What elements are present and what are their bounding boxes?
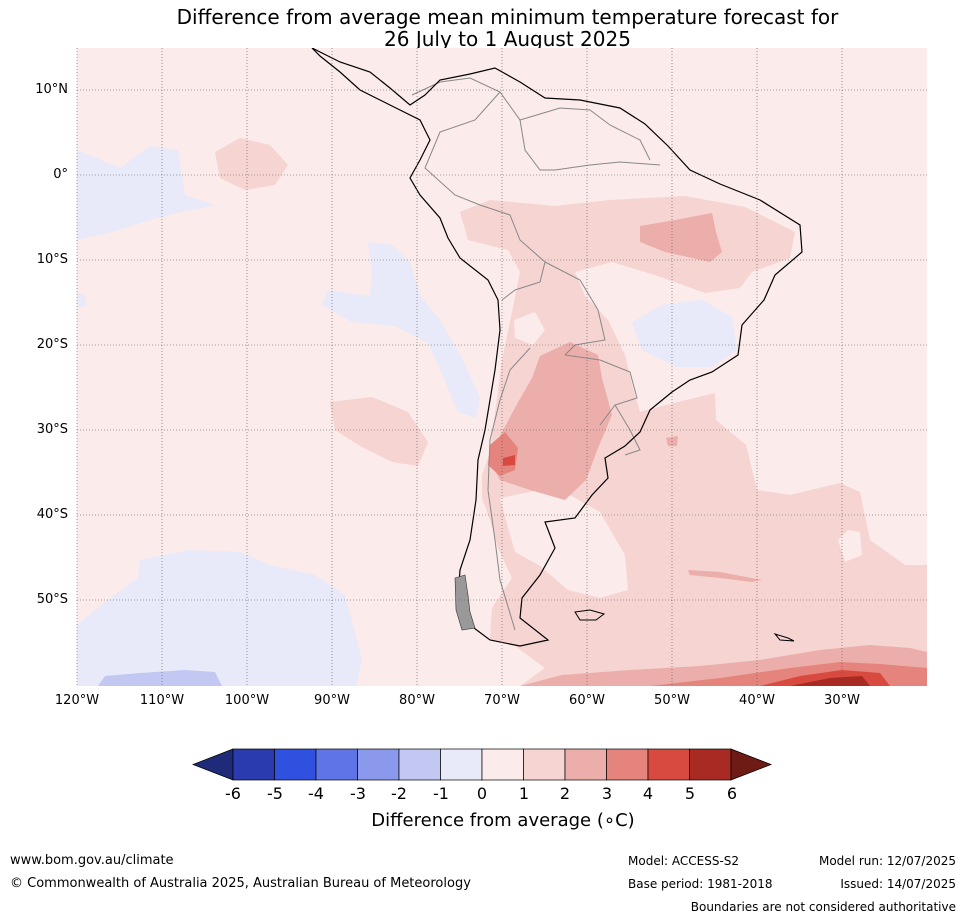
map-gridlines	[76, 48, 927, 686]
anomaly-region-very-hot-south-atlantic	[760, 670, 890, 686]
anomaly-region-hot-south-atlantic	[650, 662, 927, 686]
anomaly-region-warm-equatorial-pacific	[215, 138, 288, 190]
south-america-coastline	[311, 48, 803, 647]
colorbar-swatch	[689, 748, 732, 781]
lon-label-120w: 120°W	[54, 693, 100, 708]
colorbar-tick: 0	[476, 784, 488, 803]
lat-label-10s: 10°S	[36, 252, 68, 267]
country-borders	[411, 77, 661, 631]
map-title-line1: Difference from average mean minimum tem…	[176, 5, 839, 29]
colorbar-swatch	[606, 748, 649, 781]
colorbar-tick: -6	[225, 784, 241, 803]
footer-model: Model: ACCESS-S2	[628, 854, 740, 868]
anomaly-region-peak-argentina	[503, 455, 515, 466]
anomaly-region-cool-equatorial	[77, 146, 215, 240]
anomaly-region-warm-brazil	[640, 213, 722, 262]
anomaly-region-near-normal-atlantic	[838, 530, 862, 562]
lon-label-40w: 40°W	[739, 693, 775, 708]
anomaly-region-near-normal-bolivia	[514, 312, 545, 345]
anomaly-region-cool-south-pacific	[77, 550, 362, 686]
colorbar-tick: 3	[601, 784, 613, 803]
colorbar	[192, 748, 772, 781]
map-title-line2: 26 July to 1 August 2025	[384, 27, 631, 51]
lon-label-70w: 70°W	[484, 693, 520, 708]
colorbar-swatch	[274, 748, 317, 781]
colorbar-tick: -5	[267, 784, 283, 803]
colorbar-label: Difference from average (∘C)	[371, 810, 635, 831]
anomaly-region-cool-east-pacific	[322, 242, 480, 418]
colorbar-tick: -4	[308, 784, 324, 803]
footer-copyright: © Commonwealth of Australia 2025, Austra…	[10, 876, 471, 891]
lat-label-40s: 40°S	[36, 507, 68, 522]
colorbar-arrow-low	[192, 748, 234, 781]
anomaly-region-cool-south-pacific-core	[98, 670, 222, 686]
anomaly-region-warm-south-atlantic	[520, 645, 927, 686]
colorbar-tick: 5	[684, 784, 696, 803]
colorbar-tick: 1	[518, 784, 530, 803]
colorbar-tick: 6	[726, 784, 738, 803]
anomaly-region-cool-west-edge	[77, 292, 87, 308]
anomaly-region-warm-patagonia	[688, 570, 762, 582]
south-georgia	[773, 633, 795, 642]
colorbar-tick: -3	[350, 784, 366, 803]
colorbar-swatch	[232, 748, 275, 781]
lat-label-30s: 30°S	[36, 422, 68, 437]
anomaly-region-cool-brazil	[632, 300, 737, 367]
footer-disclaimer: Boundaries are not considered authoritat…	[690, 900, 956, 914]
lon-label-100w: 100°W	[224, 693, 270, 708]
lon-label-90w: 90°W	[314, 693, 350, 708]
anomaly-region-near-normal-chile	[500, 490, 628, 598]
lat-label-20s: 20°S	[36, 337, 68, 352]
footer-base-period: Base period: 1981-2018	[628, 877, 773, 891]
colorbar-tick: -2	[391, 784, 407, 803]
footer-model-run: Model run: 12/07/2025	[818, 854, 956, 868]
anomaly-region-extreme-south-atlantic	[790, 676, 870, 686]
falkland-islands	[574, 609, 606, 621]
colorbar-swatch	[481, 748, 524, 781]
lon-label-110w: 110°W	[139, 693, 185, 708]
anomaly-region-warm-continent	[460, 196, 927, 686]
lon-label-60w: 60°W	[569, 693, 605, 708]
colorbar-swatch	[440, 748, 483, 781]
lat-label-50s: 50°S	[36, 592, 68, 607]
lon-label-80w: 80°W	[399, 693, 435, 708]
colorbar-swatch	[357, 748, 400, 781]
footer-issued: Issued: 14/07/2025	[840, 877, 956, 891]
colorbar-arrow-high	[730, 748, 772, 781]
colorbar-swatch	[564, 748, 607, 781]
anomaly-region-warm-southeast-pacific	[330, 397, 428, 466]
colorbar-tick: 2	[559, 784, 571, 803]
chile-fjords	[454, 574, 476, 631]
lon-label-50w: 50°W	[654, 693, 690, 708]
lon-label-30w: 30°W	[824, 693, 860, 708]
colorbar-tick: -1	[433, 784, 449, 803]
colorbar-swatch	[647, 748, 690, 781]
lat-label-0: 0°	[53, 167, 68, 182]
colorbar-swatch	[315, 748, 358, 781]
footer-website: www.bom.gov.au/climate	[10, 853, 174, 868]
anomaly-region-warm-central	[490, 342, 612, 500]
colorbar-swatch	[398, 748, 441, 781]
anomaly-region-hot-argentina	[488, 432, 518, 476]
colorbar-tick: 4	[642, 784, 654, 803]
colorbar-swatch	[523, 748, 566, 781]
anomaly-region-warm-uruguay	[666, 436, 678, 446]
lat-label-10n: 10°N	[35, 82, 68, 97]
map-background	[77, 48, 927, 686]
